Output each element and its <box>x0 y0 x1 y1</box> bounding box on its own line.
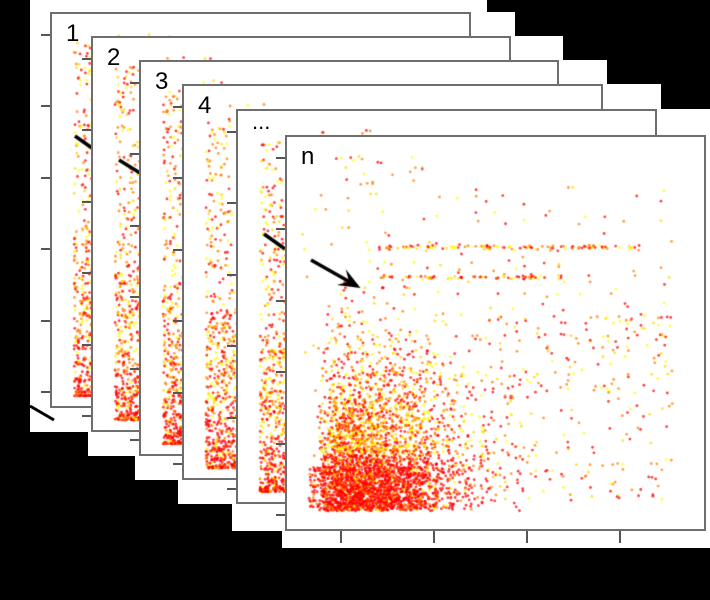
y-axis-tick <box>276 442 285 445</box>
y-axis-tick <box>41 391 50 393</box>
y-axis-tick <box>227 273 236 276</box>
x-axis-tick <box>526 531 528 543</box>
y-axis-tick <box>173 248 182 251</box>
y-axis-tick <box>82 58 91 60</box>
panel-number-label: ... <box>252 109 271 134</box>
y-axis-tick <box>227 131 236 133</box>
y-axis-tick <box>276 228 285 231</box>
y-axis-tick <box>130 82 139 84</box>
y-axis-tick <box>173 106 182 108</box>
y-axis-tick <box>227 416 236 419</box>
y-axis-tick <box>130 367 139 370</box>
y-axis-tick <box>227 202 236 205</box>
y-axis-tick <box>227 345 236 348</box>
y-axis-tick <box>173 177 182 180</box>
y-axis-tick <box>276 157 285 159</box>
y-axis-tick <box>276 371 285 374</box>
y-axis-tick <box>130 224 139 227</box>
y-axis-tick <box>276 514 285 516</box>
y-axis-tick <box>41 34 50 36</box>
y-axis-tick <box>82 415 91 417</box>
y-axis-tick <box>173 320 182 323</box>
x-axis-tick <box>340 531 342 543</box>
y-axis-tick <box>173 463 182 465</box>
scatter-points <box>287 137 708 533</box>
y-axis-tick <box>41 176 50 179</box>
x-axis-tick <box>433 531 435 543</box>
y-axis-tick <box>82 200 91 203</box>
y-axis-tick <box>41 248 50 251</box>
y-axis-tick <box>130 153 139 156</box>
y-axis-tick <box>82 129 91 132</box>
y-axis-tick <box>82 343 91 346</box>
y-axis-tick <box>41 319 50 322</box>
panel-number-label: 4 <box>198 92 212 119</box>
y-axis-tick <box>41 105 50 108</box>
panel-number-label: n <box>301 143 315 170</box>
panel-number-label: 2 <box>107 44 121 71</box>
y-axis-tick <box>130 439 139 441</box>
y-axis-tick <box>276 299 285 302</box>
panel-number-label: 3 <box>155 68 169 95</box>
y-axis-tick <box>173 391 182 394</box>
x-axis-tick <box>619 531 621 543</box>
y-axis-tick <box>130 296 139 299</box>
y-axis-tick <box>227 488 236 490</box>
panel-number-label: 1 <box>66 20 80 47</box>
y-axis-tick <box>82 272 91 275</box>
stack-edge-line <box>29 404 55 422</box>
scatter-panel-6: n <box>285 135 708 533</box>
